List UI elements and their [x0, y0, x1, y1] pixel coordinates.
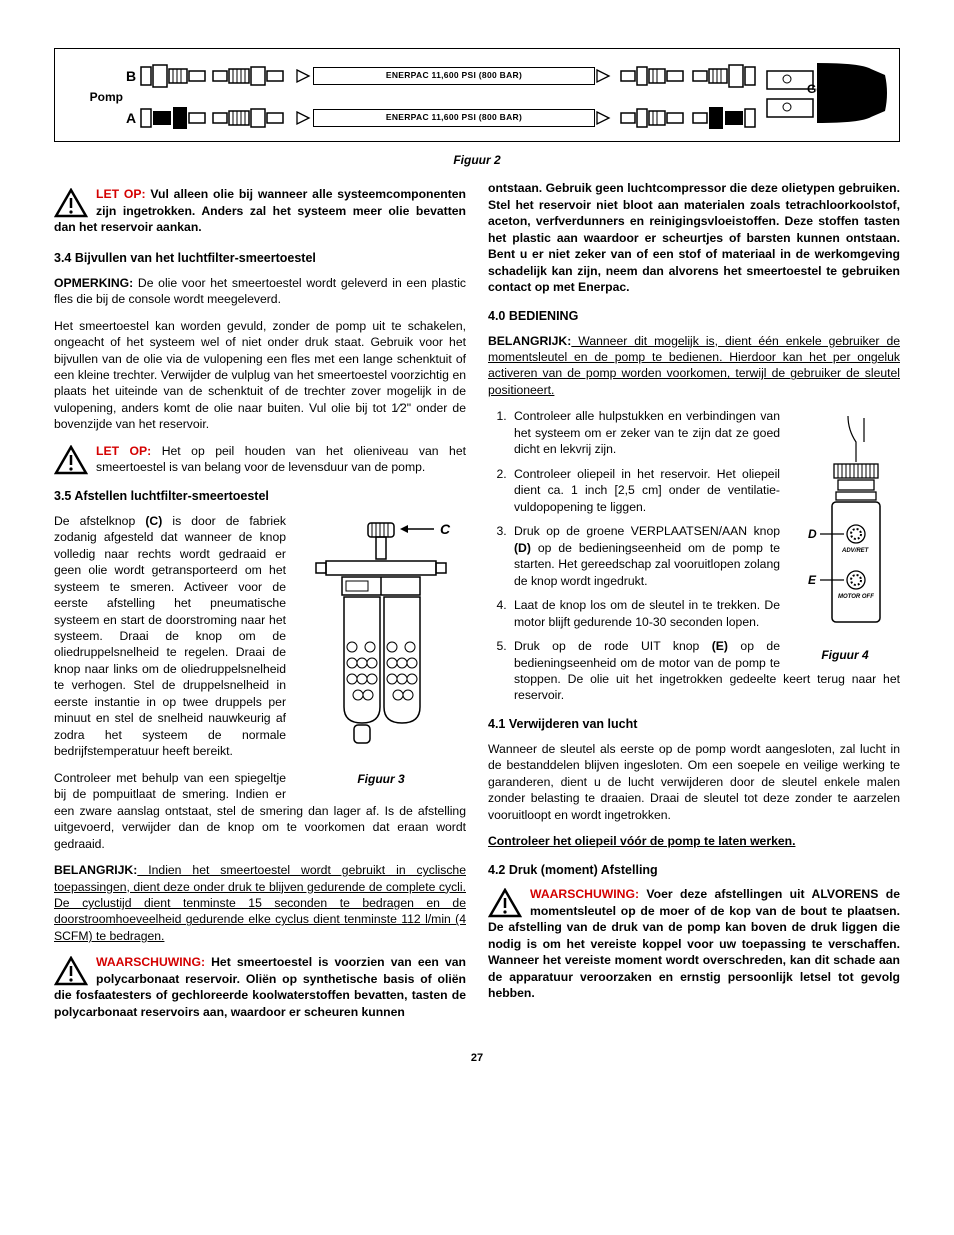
belangrijk-lead: BELANGRIJK:: [488, 334, 571, 348]
svg-text:E: E: [808, 573, 817, 587]
figure-4-caption: Figuur 4: [790, 647, 900, 663]
figure-2-box: B ENERPAC 11,600 PSI (800 BAR) Pomp Gere…: [54, 48, 900, 142]
heading-4-0: 4.0 BEDIENING: [488, 308, 900, 325]
fig2-pomp-label: Pomp: [65, 89, 129, 105]
heading-3-5: 3.5 Afstellen luchtfilter-smeertoestel: [54, 488, 466, 505]
caution-icon: [54, 188, 88, 218]
svg-text:C: C: [440, 521, 451, 537]
caution-lead: LET OP:: [96, 187, 146, 201]
hose-top: ENERPAC 11,600 PSI (800 BAR): [295, 64, 613, 88]
heading-4-1: 4.1 Verwijderen van lucht: [488, 716, 900, 733]
heading-4-2: 4.2 Druk (moment) Afstelling: [488, 862, 900, 879]
figure-2-caption: Figuur 2: [54, 152, 900, 168]
warning-block-35: WAARSCHUWING: Het smeertoestel is voorzi…: [54, 954, 466, 1020]
figure-3-caption: Figuur 3: [296, 771, 466, 787]
para-41-1: Wanneer de sleutel als eerste op de pomp…: [488, 741, 900, 823]
opmerking-lead: OPMERKING:: [54, 276, 133, 290]
svg-text:D: D: [808, 527, 817, 541]
para-41-check: Controleer het oliepeil vóór de pomp te …: [488, 833, 900, 849]
tool-icon: [761, 59, 891, 129]
coupler-icon: [139, 63, 209, 89]
warning-text: Voer deze afstellingen uit ALVORENS de m…: [488, 887, 900, 1000]
warning-icon: [54, 956, 88, 986]
warning-block-42: WAARSCHUWING: Voer deze afstellingen uit…: [488, 886, 900, 1001]
caution-lead: LET OP:: [96, 444, 151, 458]
caution-text: Het op peil houden van het olieniveau va…: [96, 444, 466, 474]
caution-block-1: LET OP: Vul alleen olie bij wanneer alle…: [54, 186, 466, 235]
figure-4: D ADV/RET E MOTOR OFF Figuur 4: [790, 412, 900, 662]
hose-bottom: ENERPAC 11,600 PSI (800 BAR): [295, 106, 613, 130]
arrow-icon: [295, 68, 313, 84]
warning-lead: WAARSCHUWING:: [96, 955, 205, 969]
arrow-icon: [295, 110, 313, 126]
para-34-1: OPMERKING: De olie voor het smeertoestel…: [54, 275, 466, 308]
coupler-icon: [209, 105, 289, 131]
para-40-important: BELANGRIJK: Wanneer dit mogelijk is, die…: [488, 333, 900, 399]
coupler-icon: [619, 63, 689, 89]
page-number: 27: [54, 1051, 900, 1066]
check-oil-text: Controleer het oliepeil vóór de pomp te …: [488, 834, 795, 848]
warning-icon: [488, 888, 522, 918]
para-34-2: Het smeertoestel kan worden gevuld, zond…: [54, 318, 466, 433]
coupler-icon: [209, 63, 289, 89]
figure-3: C: [296, 517, 466, 787]
svg-text:ADV/RET: ADV/RET: [841, 548, 870, 554]
arrow-icon: [595, 110, 613, 126]
caution-block-2: LET OP: Het op peil houden van het olien…: [54, 443, 466, 476]
para-35-important: BELANGRIJK: Indien het smeertoestel word…: [54, 862, 466, 944]
fig2-row-b-label: B: [123, 67, 139, 86]
coupler-icon: [139, 105, 209, 131]
coupler-icon: [689, 63, 759, 89]
arrow-icon: [595, 68, 613, 84]
coupler-icon: [689, 105, 759, 131]
svg-text:MOTOR OFF: MOTOR OFF: [838, 594, 874, 600]
coupler-icon: [619, 105, 689, 131]
heading-3-4: 3.4 Bijvullen van het luchtfilter-smeert…: [54, 250, 466, 267]
caution-icon: [54, 445, 88, 475]
col2-continuation: ontstaan. Gebruik geen luchtcompressor d…: [488, 180, 900, 295]
warning-lead: WAARSCHUWING:: [530, 887, 639, 901]
hose-text: ENERPAC 11,600 PSI (800 BAR): [386, 112, 522, 123]
fig2-row-a-label: A: [123, 109, 139, 128]
belangrijk-lead: BELANGRIJK:: [54, 863, 137, 877]
hose-text: ENERPAC 11,600 PSI (800 BAR): [386, 70, 522, 81]
